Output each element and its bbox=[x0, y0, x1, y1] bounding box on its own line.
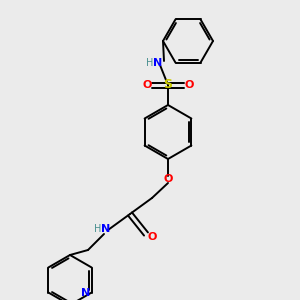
Text: N: N bbox=[101, 224, 111, 234]
Text: H: H bbox=[146, 58, 154, 68]
Text: N: N bbox=[81, 287, 90, 298]
Text: O: O bbox=[184, 80, 194, 90]
Text: O: O bbox=[147, 232, 157, 242]
Text: N: N bbox=[153, 58, 163, 68]
Text: O: O bbox=[163, 174, 173, 184]
Text: H: H bbox=[94, 224, 102, 234]
Text: S: S bbox=[164, 79, 172, 92]
Text: O: O bbox=[142, 80, 152, 90]
